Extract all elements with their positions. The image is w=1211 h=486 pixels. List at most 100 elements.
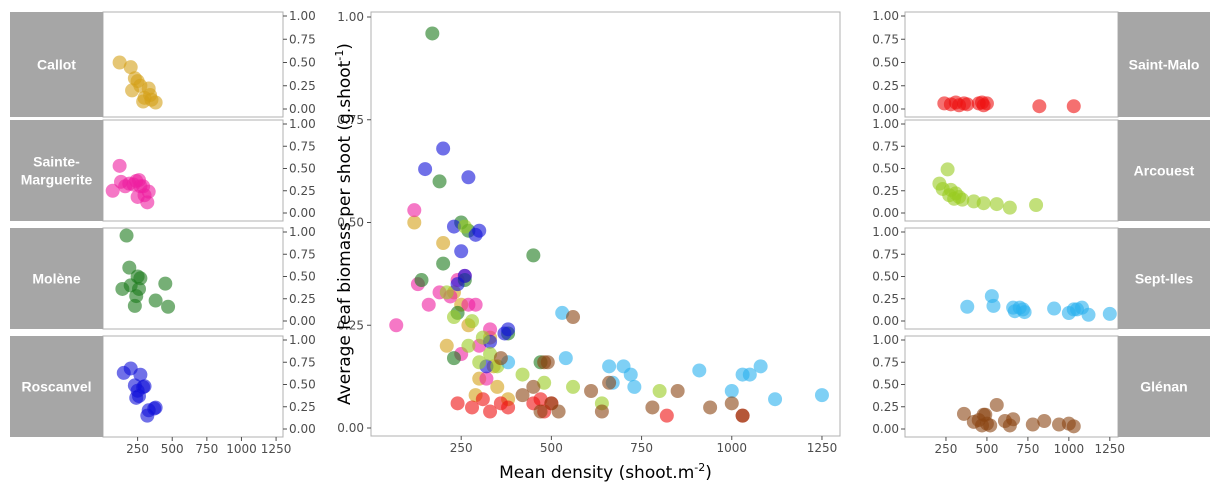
facet-y-tick-label: 0.75 (289, 32, 316, 46)
facet-x-tick-label: 1000 (1054, 442, 1085, 456)
facet-strip (1118, 336, 1210, 437)
facet-point (132, 281, 146, 296)
facet-point (1081, 307, 1096, 322)
main-x-tick-label: 500 (540, 441, 563, 455)
facet-y-tick-label: 1.00 (872, 117, 899, 131)
facet-point (956, 406, 971, 421)
facet-point (1029, 197, 1044, 212)
facet-panel: Sainte-Marguerite 0.00 0.25 0.50 0.75 1.00 (10, 117, 316, 222)
facet-y-tick-label: 0.50 (289, 378, 316, 392)
main-point (533, 404, 548, 419)
facet-y-tick-label: 0.75 (289, 139, 316, 153)
facet-y-tick-label: 0.25 (289, 400, 316, 414)
facet-x-tick-label: 500 (975, 442, 998, 456)
main-point (768, 392, 783, 407)
main-point (483, 404, 498, 419)
facet-y-tick-label: 0.75 (872, 139, 899, 153)
facet-point (1032, 99, 1047, 114)
main-point (627, 379, 642, 394)
facet-y-tick-label: 1.00 (872, 333, 899, 347)
facet-x-tick-label: 250 (126, 442, 149, 456)
main-point (483, 347, 498, 362)
facet-point (966, 414, 981, 429)
main-point (540, 355, 555, 370)
main-point (555, 305, 570, 320)
facet-y-tick-label: 0.50 (289, 270, 316, 284)
facet-point (140, 195, 155, 210)
facet-y-tick-label: 0.25 (289, 184, 316, 198)
main-point (465, 400, 480, 415)
main-point (652, 384, 667, 399)
facet-y-tick-label: 0.75 (289, 247, 316, 261)
facet-point (148, 293, 163, 308)
facet-point (1047, 301, 1062, 316)
main-x-tick-label: 1250 (807, 441, 838, 455)
facet-label: Sainte-Marguerite (21, 154, 93, 188)
facet-x-tick-label: 250 (935, 442, 958, 456)
facet-point (105, 183, 120, 198)
main-point (493, 351, 508, 366)
facet-y-tick-label: 0.50 (872, 270, 899, 284)
facet-panel-border (904, 11, 1119, 118)
facet-point (976, 196, 991, 211)
main-y-tick-label: 0.00 (337, 421, 364, 435)
main-point (501, 400, 516, 415)
facet-strip (10, 120, 103, 221)
main-scatter-plot: 0.00 0.25 0.50 0.75 1.00 250 500 750 1000 1250 (337, 10, 841, 455)
main-point (472, 355, 487, 370)
main-point (537, 375, 552, 390)
facet-panel: Saint-Malo 0.00 0.25 0.50 0.75 1.00 (872, 9, 1210, 118)
main-point (407, 203, 422, 218)
facet-point (989, 197, 1004, 212)
facet-strip (1118, 228, 1210, 329)
main-point (461, 170, 476, 185)
main-point (418, 162, 433, 177)
facet-point (978, 407, 993, 422)
facet-point (161, 299, 176, 314)
facet-label: Molène (32, 271, 80, 287)
main-y-tick-label: 0.75 (337, 113, 364, 127)
main-point (623, 367, 638, 382)
main-point (501, 322, 516, 337)
facet-y-tick-label: 0.00 (289, 206, 316, 220)
facet-point (137, 379, 152, 394)
left-facet-column: Callot0.000.250.500.751.00Sainte-Marguer… (10, 9, 316, 456)
main-x-tick-label: 750 (630, 441, 653, 455)
x-axis-title: Mean density (shoot.m-2) (499, 461, 712, 483)
facet-y-tick-label: 1.00 (289, 333, 316, 347)
facet-x-tick-label: 500 (161, 442, 184, 456)
main-point (515, 367, 530, 382)
main-point (533, 392, 548, 407)
facet-y-tick-label: 0.25 (289, 292, 316, 306)
main-point (457, 268, 472, 283)
main-point (439, 338, 454, 353)
facet-y-tick-label: 0.75 (872, 32, 899, 46)
main-y-tick-label: 0.50 (337, 216, 364, 230)
facet-point (983, 418, 998, 433)
main-point (457, 219, 472, 234)
main-point (479, 371, 494, 386)
facet-point (148, 95, 163, 110)
facet-y-tick-label: 0.00 (872, 422, 899, 436)
facet-point (989, 397, 1004, 412)
facet-panel-border (102, 119, 284, 222)
main-point (659, 408, 674, 423)
main-point (645, 400, 660, 415)
main-y-tick-label: 0.25 (337, 318, 364, 332)
main-point (703, 400, 718, 415)
main-point (436, 236, 451, 251)
facet-y-tick-label: 0.50 (872, 378, 899, 392)
facet-y-tick-label: 0.25 (872, 400, 899, 414)
facet-point (112, 158, 127, 173)
main-point (692, 363, 707, 378)
facet-label: Roscanvel (21, 379, 91, 395)
main-point (753, 359, 768, 374)
facet-y-tick-label: 0.25 (872, 292, 899, 306)
facet-point (133, 367, 148, 382)
main-point (475, 330, 490, 345)
facet-y-tick-label: 1.00 (289, 9, 316, 23)
main-panel-border (370, 11, 841, 437)
main-point (425, 26, 440, 41)
main-point (465, 314, 480, 329)
facet-point (133, 271, 148, 286)
